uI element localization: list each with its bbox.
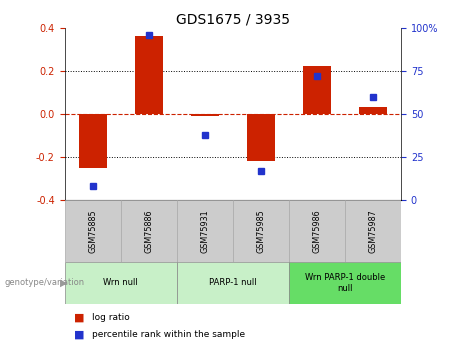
Text: GSM75886: GSM75886 bbox=[144, 209, 153, 253]
Text: ■: ■ bbox=[74, 330, 84, 339]
Text: Wrn null: Wrn null bbox=[103, 278, 138, 287]
Text: GSM75987: GSM75987 bbox=[368, 209, 378, 253]
Bar bbox=[289, 262, 401, 304]
Text: ▶: ▶ bbox=[60, 278, 67, 288]
Bar bbox=[191, 114, 219, 116]
Bar bbox=[65, 200, 121, 262]
Text: GSM75985: GSM75985 bbox=[256, 209, 266, 253]
Text: percentile rank within the sample: percentile rank within the sample bbox=[92, 330, 245, 339]
Bar bbox=[177, 262, 289, 304]
Text: log ratio: log ratio bbox=[92, 313, 130, 322]
Bar bbox=[121, 200, 177, 262]
Bar bbox=[247, 114, 275, 161]
Text: GSM75986: GSM75986 bbox=[313, 209, 321, 253]
Title: GDS1675 / 3935: GDS1675 / 3935 bbox=[176, 12, 290, 27]
Bar bbox=[135, 36, 163, 114]
Text: GSM75931: GSM75931 bbox=[200, 209, 209, 253]
Bar bbox=[303, 66, 331, 114]
Text: GSM75885: GSM75885 bbox=[88, 209, 97, 253]
Bar bbox=[177, 200, 233, 262]
Bar bbox=[78, 114, 106, 168]
Text: PARP-1 null: PARP-1 null bbox=[209, 278, 257, 287]
Bar bbox=[233, 200, 289, 262]
Text: ■: ■ bbox=[74, 313, 84, 322]
Bar bbox=[289, 200, 345, 262]
Text: genotype/variation: genotype/variation bbox=[5, 278, 85, 287]
Bar bbox=[65, 262, 177, 304]
Bar bbox=[345, 200, 401, 262]
Bar bbox=[359, 107, 387, 114]
Text: Wrn PARP-1 double
null: Wrn PARP-1 double null bbox=[305, 273, 385, 293]
